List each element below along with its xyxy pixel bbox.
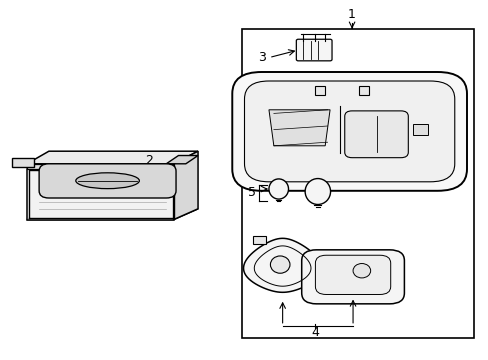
- Ellipse shape: [268, 179, 288, 199]
- FancyBboxPatch shape: [344, 111, 407, 158]
- Text: 1: 1: [347, 8, 355, 21]
- Polygon shape: [27, 209, 198, 220]
- Polygon shape: [27, 164, 173, 169]
- Bar: [242, 29, 473, 338]
- Polygon shape: [243, 238, 321, 292]
- Polygon shape: [12, 158, 34, 167]
- Ellipse shape: [76, 173, 139, 189]
- FancyBboxPatch shape: [296, 39, 331, 61]
- Text: 5: 5: [247, 186, 255, 199]
- FancyBboxPatch shape: [39, 164, 176, 198]
- FancyBboxPatch shape: [315, 255, 390, 294]
- FancyBboxPatch shape: [301, 250, 404, 304]
- Polygon shape: [27, 169, 173, 220]
- Ellipse shape: [352, 264, 370, 278]
- FancyBboxPatch shape: [244, 81, 454, 182]
- Polygon shape: [315, 86, 325, 95]
- Text: 4: 4: [311, 327, 319, 339]
- Ellipse shape: [270, 256, 289, 273]
- Text: 3: 3: [257, 51, 265, 64]
- Text: 2: 2: [145, 154, 153, 167]
- Polygon shape: [173, 151, 198, 220]
- Polygon shape: [253, 236, 265, 244]
- Polygon shape: [268, 110, 329, 146]
- Polygon shape: [412, 124, 427, 135]
- Polygon shape: [359, 86, 368, 95]
- Polygon shape: [166, 156, 198, 164]
- Ellipse shape: [305, 179, 330, 204]
- FancyBboxPatch shape: [232, 72, 466, 191]
- Polygon shape: [27, 151, 198, 164]
